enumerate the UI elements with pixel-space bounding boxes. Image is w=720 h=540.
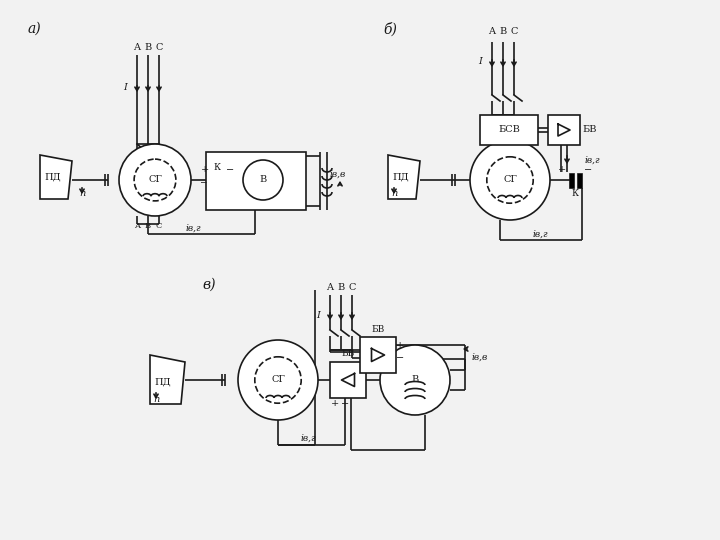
Polygon shape	[150, 355, 185, 404]
Text: а): а)	[28, 22, 42, 36]
Text: B: B	[145, 43, 152, 51]
Text: B: B	[338, 282, 345, 292]
Bar	[569, 172, 574, 187]
Bar	[480, 115, 538, 145]
Text: СГ: СГ	[503, 176, 517, 185]
Text: A: A	[134, 222, 140, 230]
Bar	[330, 362, 366, 398]
Text: iв,г: iв,г	[185, 224, 201, 233]
Text: B: B	[145, 222, 151, 230]
Text: iв,г: iв,г	[532, 230, 548, 239]
Circle shape	[119, 144, 191, 216]
Text: БВ: БВ	[372, 325, 384, 334]
Text: ПД: ПД	[155, 377, 171, 387]
Text: +: +	[201, 165, 209, 174]
Text: n: n	[153, 395, 159, 403]
Polygon shape	[40, 155, 72, 199]
Text: n: n	[79, 190, 85, 199]
Text: в): в)	[202, 278, 215, 292]
Text: БСВ: БСВ	[498, 125, 520, 134]
Polygon shape	[388, 155, 420, 199]
Text: I: I	[478, 57, 482, 66]
Text: −: −	[199, 178, 207, 186]
Circle shape	[380, 345, 450, 415]
Text: I: I	[123, 83, 127, 91]
Circle shape	[470, 140, 550, 220]
Bar	[360, 337, 396, 373]
Text: C: C	[348, 282, 356, 292]
Text: ПД: ПД	[45, 172, 61, 181]
Text: B: B	[500, 28, 507, 37]
Text: iв,г: iв,г	[584, 156, 600, 165]
Text: −: −	[226, 165, 234, 174]
Text: iв,г: iв,г	[300, 434, 316, 442]
Text: n: n	[391, 190, 397, 199]
Text: СГ: СГ	[148, 176, 162, 185]
Text: −: −	[341, 400, 349, 408]
Text: iв,в: iв,в	[472, 353, 488, 361]
Text: A: A	[326, 282, 333, 292]
Bar	[577, 172, 582, 187]
Text: СГ: СГ	[271, 375, 285, 384]
Text: +: +	[396, 341, 404, 349]
Text: −: −	[584, 165, 592, 174]
Text: б): б)	[383, 22, 397, 36]
Text: В: В	[259, 176, 266, 185]
Bar	[210, 172, 215, 187]
Text: C: C	[156, 222, 162, 230]
Text: A: A	[133, 43, 140, 51]
Text: C: C	[156, 43, 163, 51]
Text: БВ: БВ	[582, 125, 598, 134]
Text: ПД: ПД	[392, 172, 409, 181]
Bar	[218, 172, 223, 187]
Text: A: A	[488, 28, 495, 37]
Circle shape	[243, 160, 283, 200]
Text: К: К	[214, 164, 220, 172]
Bar	[548, 115, 580, 145]
Bar	[206, 152, 306, 210]
Text: −: −	[396, 354, 404, 363]
Text: C: C	[510, 28, 518, 37]
Text: +: +	[558, 165, 566, 174]
Text: В: В	[411, 375, 418, 384]
Text: К: К	[572, 190, 578, 199]
Text: БВ: БВ	[341, 349, 355, 359]
Circle shape	[238, 340, 318, 420]
Text: I: I	[316, 310, 320, 320]
Text: +: +	[331, 400, 339, 408]
Text: iв,в: iв,в	[330, 170, 346, 179]
